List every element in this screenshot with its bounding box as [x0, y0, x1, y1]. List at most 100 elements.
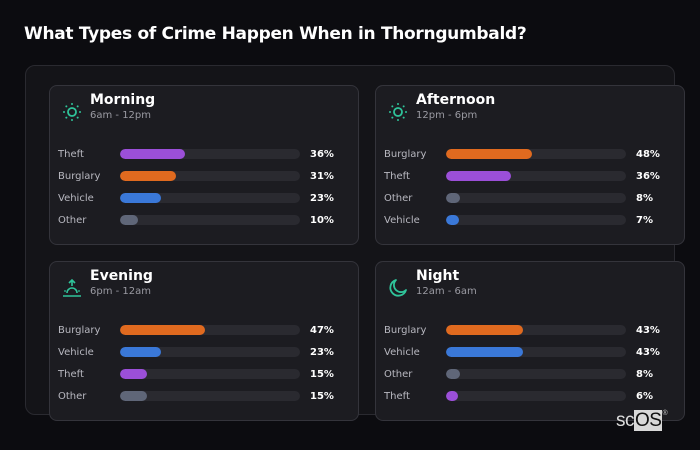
- crime-type-label: Burglary: [384, 149, 427, 160]
- crime-percent: 15%: [310, 391, 334, 402]
- time-card-evening: Evening 6pm - 12am Burglary 47% Vehicle 23% Th…: [49, 261, 359, 421]
- time-card-afternoon: Afternoon 12pm - 6pm Burglary 48% Theft 36% Ot…: [375, 85, 685, 245]
- card-title: Morning: [90, 92, 156, 108]
- crime-type-label: Burglary: [384, 325, 427, 336]
- crime-percent: 8%: [636, 193, 653, 204]
- logo-sc: sc: [616, 410, 635, 431]
- bar-track: [446, 391, 626, 401]
- time-card-morning: Morning 6am - 12pm Theft 36% Burglary 31% Vehi…: [49, 85, 359, 245]
- crime-percent: 31%: [310, 171, 334, 182]
- bar-fill: [446, 149, 533, 159]
- crime-row: Other 8%: [384, 366, 679, 388]
- crime-percent: 36%: [636, 171, 660, 182]
- crime-type-label: Burglary: [58, 171, 101, 182]
- bar-track: [446, 149, 626, 159]
- bar-fill: [120, 369, 147, 379]
- crime-list: Theft 36% Burglary 31% Vehicle 23% Other 10%: [58, 146, 353, 234]
- crime-type-label: Theft: [384, 391, 410, 402]
- bar-track: [120, 391, 300, 401]
- crime-list: Burglary 43% Vehicle 43% Other 8% Theft 6%: [384, 322, 679, 410]
- crime-row: Other 8%: [384, 190, 679, 212]
- bar-fill: [446, 171, 511, 181]
- bar-fill: [446, 193, 461, 203]
- bar-track: [120, 149, 300, 159]
- crime-percent: 36%: [310, 149, 334, 160]
- bar-fill: [446, 215, 459, 225]
- crime-percent: 47%: [310, 325, 334, 336]
- bar-fill: [120, 171, 176, 181]
- crime-type-label: Vehicle: [384, 347, 420, 358]
- bar-fill: [446, 325, 524, 335]
- crime-percent: 43%: [636, 325, 660, 336]
- bar-fill: [446, 347, 524, 357]
- logo-os: OS: [634, 410, 663, 431]
- crime-row: Other 10%: [58, 212, 353, 234]
- crime-row: Theft 36%: [384, 168, 679, 190]
- crime-row: Burglary 43%: [384, 322, 679, 344]
- crime-type-label: Other: [58, 391, 87, 402]
- card-title: Afternoon: [416, 92, 496, 108]
- crime-type-label: Theft: [58, 369, 84, 380]
- crime-type-label: Vehicle: [58, 347, 94, 358]
- time-card-night: Night 12am - 6am Burglary 43% Vehicle 43% Othe…: [375, 261, 685, 421]
- crime-percent: 43%: [636, 347, 660, 358]
- crime-percent: 15%: [310, 369, 334, 380]
- logo-registered: ®: [662, 410, 668, 417]
- bar-fill: [120, 215, 138, 225]
- card-time-range: 12am - 6am: [416, 286, 477, 297]
- bar-track: [120, 369, 300, 379]
- bar-track: [120, 193, 300, 203]
- crime-row: Theft 15%: [58, 366, 353, 388]
- sun-icon: [62, 102, 82, 122]
- bar-fill: [120, 391, 147, 401]
- bar-fill: [120, 193, 162, 203]
- bar-fill: [120, 149, 185, 159]
- crime-row: Burglary 47%: [58, 322, 353, 344]
- card-time-range: 6am - 12pm: [90, 110, 152, 121]
- crime-row: Vehicle 23%: [58, 190, 353, 212]
- crime-type-label: Other: [58, 215, 87, 226]
- bar-track: [446, 369, 626, 379]
- crime-row: Theft 36%: [58, 146, 353, 168]
- crime-percent: 6%: [636, 391, 653, 402]
- crime-percent: 23%: [310, 193, 334, 204]
- crime-row: Burglary 48%: [384, 146, 679, 168]
- crime-row: Burglary 31%: [58, 168, 353, 190]
- card-title: Night: [416, 268, 460, 284]
- crime-list: Burglary 47% Vehicle 23% Theft 15% Other 15%: [58, 322, 353, 410]
- page-title: What Types of Crime Happen When in Thorn…: [24, 24, 527, 44]
- crime-percent: 23%: [310, 347, 334, 358]
- crime-type-label: Vehicle: [384, 215, 420, 226]
- crime-type-label: Theft: [58, 149, 84, 160]
- crime-row: Vehicle 43%: [384, 344, 679, 366]
- crime-type-label: Other: [384, 369, 413, 380]
- crime-row: Vehicle 23%: [58, 344, 353, 366]
- bar-track: [446, 171, 626, 181]
- card-title: Evening: [90, 268, 153, 284]
- bar-track: [446, 347, 626, 357]
- scos-logo: scOS®: [616, 410, 668, 432]
- crime-row: Theft 6%: [384, 388, 679, 410]
- bar-track: [446, 325, 626, 335]
- crime-type-label: Theft: [384, 171, 410, 182]
- crime-percent: 7%: [636, 215, 653, 226]
- crime-percent: 48%: [636, 149, 660, 160]
- bar-track: [446, 193, 626, 203]
- crime-type-label: Vehicle: [58, 193, 94, 204]
- bar-fill: [120, 325, 205, 335]
- crime-type-label: Burglary: [58, 325, 101, 336]
- bar-fill: [120, 347, 162, 357]
- card-time-range: 12pm - 6pm: [416, 110, 478, 121]
- bar-track: [120, 171, 300, 181]
- bar-fill: [446, 369, 461, 379]
- bar-track: [120, 325, 300, 335]
- crime-type-label: Other: [384, 193, 413, 204]
- crime-list: Burglary 48% Theft 36% Other 8% Vehicle 7%: [384, 146, 679, 234]
- crime-row: Vehicle 7%: [384, 212, 679, 234]
- sunset-icon: [62, 278, 82, 298]
- sun-icon: [388, 102, 408, 122]
- moon-icon: [388, 278, 408, 298]
- card-time-range: 6pm - 12am: [90, 286, 152, 297]
- bar-track: [120, 215, 300, 225]
- bar-track: [120, 347, 300, 357]
